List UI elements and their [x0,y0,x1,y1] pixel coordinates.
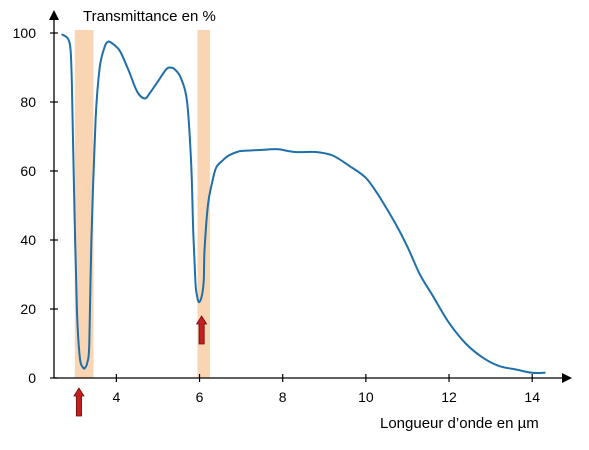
y-axis-title: Transmittance en % [83,8,216,25]
x-axis-title: Longueur d’onde en µm [380,415,539,432]
x-tick-label-8: 8 [279,389,287,405]
x-tick-label-4: 4 [112,389,120,405]
highlight-band-2 [197,30,210,378]
x-tick-label-6: 6 [196,389,204,405]
y-tick-label-60: 60 [20,163,36,179]
highlight-band-1 [74,30,94,378]
x-tick-label-12: 12 [441,389,457,405]
y-tick-label-100: 100 [13,25,37,41]
x-tick-label-14: 14 [524,389,540,405]
y-tick-label-0: 0 [28,370,36,386]
y-tick-label-20: 20 [20,301,36,317]
y-tick-label-40: 40 [20,232,36,248]
markers-layer [73,315,208,417]
highlight-bands [74,30,210,378]
y-tick-label-80: 80 [20,94,36,110]
series-layer [61,33,546,375]
marker-arrow-2 [195,315,208,345]
series-line-1 [61,33,546,375]
axes [49,10,572,383]
x-tick-label-10: 10 [358,389,374,405]
marker-arrow-1 [73,387,85,417]
ticks: 4 6 8 10 12 14 0 20 40 60 80 100 [13,25,541,405]
